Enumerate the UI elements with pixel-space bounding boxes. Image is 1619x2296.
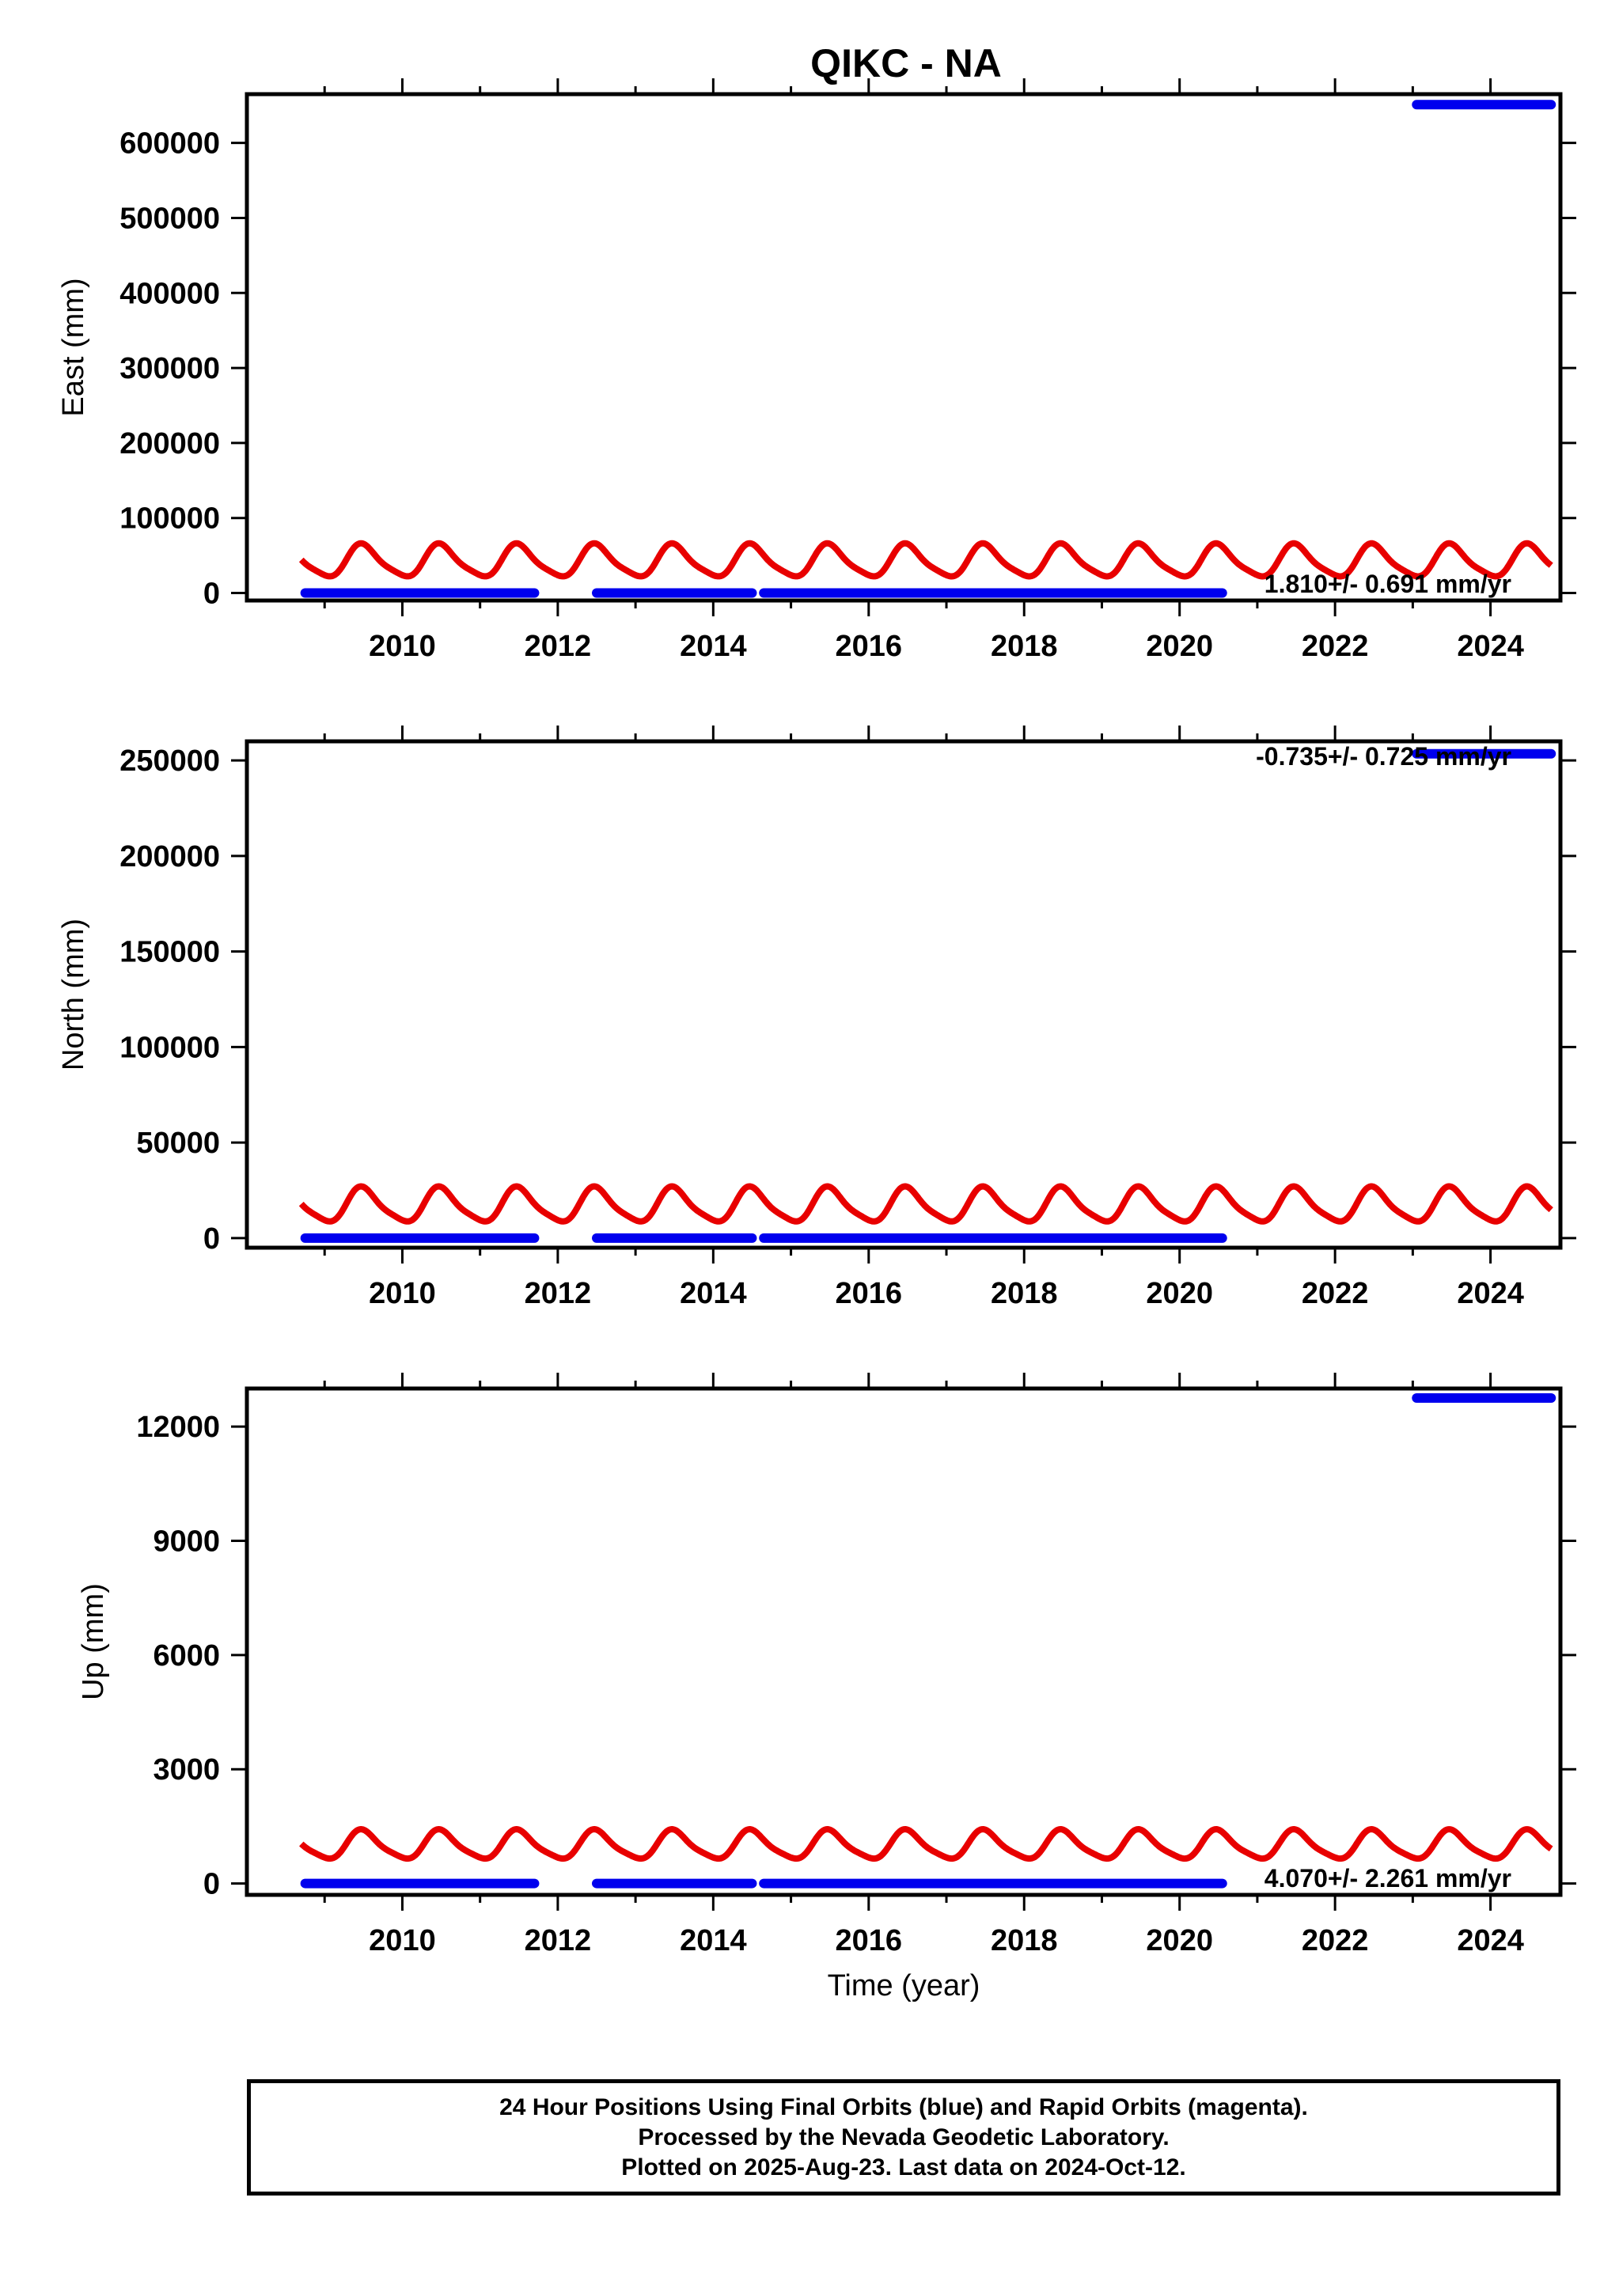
seasonal-model-line-up (299, 1826, 1553, 1862)
rate-label-up: 4.070+/- 2.261 mm/yr (1264, 1864, 1511, 1892)
x-tick-label-north-2016: 2016 (836, 1277, 903, 1310)
y-tick-label-up-9000: 9000 (153, 1525, 220, 1558)
y-axis-label-north: North (mm) (57, 919, 90, 1070)
x-tick-label-north-2024: 2024 (1457, 1277, 1524, 1310)
y-tick-label-north-100000: 100000 (119, 1031, 220, 1064)
panel-frame-east (245, 92, 1563, 603)
y-tick-label-east-500000: 500000 (119, 202, 220, 235)
y-tick-label-east-400000: 400000 (119, 277, 220, 310)
y-tick-label-east-0: 0 (203, 578, 220, 611)
x-tick-label-east-2012: 2012 (525, 630, 592, 663)
y-tick-label-east-100000: 100000 (119, 502, 220, 536)
rate-label-north: -0.735+/- 0.725 mm/yr (1256, 742, 1511, 771)
caption-line-2: Processed by the Nevada Geodetic Laborat… (638, 2124, 1170, 2150)
y-tick-label-north-200000: 200000 (119, 840, 220, 873)
x-tick-label-up-2014: 2014 (680, 1924, 747, 1957)
x-tick-label-north-2022: 2022 (1302, 1277, 1369, 1310)
x-tick-label-east-2022: 2022 (1302, 630, 1369, 663)
chart-title: QIKC - NA (810, 41, 1002, 85)
x-tick-label-up-2022: 2022 (1302, 1924, 1369, 1957)
x-tick-label-east-2016: 2016 (836, 630, 903, 663)
panel-frame-north (245, 739, 1563, 1250)
x-tick-label-up-2016: 2016 (836, 1924, 903, 1957)
y-tick-label-north-50000: 50000 (136, 1127, 220, 1160)
seasonal-model-line-north (298, 1183, 1553, 1225)
x-tick-label-east-2014: 2014 (680, 630, 747, 663)
seasonal-model-line-east (298, 540, 1553, 580)
plot-area-east (298, 100, 1556, 598)
x-tick-label-north-2012: 2012 (525, 1277, 592, 1310)
x-tick-label-up-2010: 2010 (369, 1924, 436, 1957)
x-tick-label-north-2014: 2014 (680, 1277, 747, 1310)
y-tick-label-east-600000: 600000 (119, 127, 220, 161)
y-tick-label-up-3000: 3000 (153, 1753, 220, 1786)
panel-up: 2010 2012 2014 2016 2018 2020 2022 2024 0 3000 600… (77, 1373, 1576, 1957)
x-tick-label-east-2018: 2018 (991, 630, 1058, 663)
x-tick-label-north-2020: 2020 (1146, 1277, 1213, 1310)
caption-line-1: 24 Hour Positions Using Final Orbits (bl… (499, 2093, 1308, 2120)
plot-area-north (298, 748, 1556, 1243)
y-tick-label-east-300000: 300000 (119, 352, 220, 385)
y-axis-label-up: Up (mm) (77, 1583, 110, 1700)
x-tick-label-up-2020: 2020 (1146, 1924, 1213, 1957)
panel-north: 2010 2012 2014 2016 2018 2020 2022 2024 0 50000 10… (57, 726, 1576, 1310)
x-tick-label-north-2018: 2018 (991, 1277, 1058, 1310)
x-tick-label-east-2010: 2010 (369, 630, 436, 663)
y-tick-label-north-150000: 150000 (119, 936, 220, 969)
rate-label-east: 1.810+/- 0.691 mm/yr (1264, 570, 1511, 598)
panels-layer: 2010 2012 2014 2016 2018 2020 2022 202401000002… (57, 78, 1576, 2002)
y-tick-label-east-200000: 200000 (119, 427, 220, 460)
y-tick-label-up-0: 0 (203, 1868, 220, 1901)
caption-box: 24 Hour Positions Using Final Orbits (bl… (247, 2079, 1560, 2196)
panel-east: 2010 2012 2014 2016 2018 2020 2022 2024 0 100000 2… (57, 78, 1576, 663)
y-tick-label-up-12000: 12000 (136, 1411, 220, 1444)
y-tick-label-north-250000: 250000 (119, 744, 220, 778)
plot-area-up (299, 1393, 1556, 1889)
x-axis-label: Time (year) (828, 1969, 980, 2002)
x-tick-label-up-2012: 2012 (525, 1924, 592, 1957)
panel-frame-up (245, 1386, 1563, 1897)
x-tick-label-east-2024: 2024 (1457, 630, 1524, 663)
y-axis-label-east: East (mm) (57, 278, 90, 416)
y-tick-label-north-0: 0 (203, 1222, 220, 1256)
caption-line-3: Plotted on 2025-Aug-23. Last data on 202… (621, 2154, 1186, 2180)
x-tick-label-up-2024: 2024 (1457, 1924, 1524, 1957)
x-tick-label-up-2018: 2018 (991, 1924, 1058, 1957)
x-tick-label-north-2010: 2010 (369, 1277, 436, 1310)
x-tick-label-east-2020: 2020 (1146, 630, 1213, 663)
y-tick-label-up-6000: 6000 (153, 1639, 220, 1673)
